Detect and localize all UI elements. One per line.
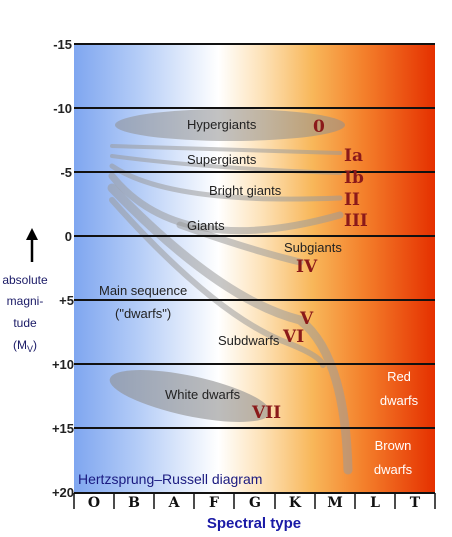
subdwarfs-band: [109, 197, 326, 368]
spectral-class-label: F: [209, 495, 219, 511]
spectral-class-label: O: [88, 495, 100, 511]
white-dwarfs-label: White dwarfs: [165, 387, 241, 402]
magnitude-grid: [74, 43, 435, 429]
region-labels: Hypergiants Supergiants Bright giants Gi…: [99, 117, 419, 477]
supergiants-band-ia: [110, 144, 342, 155]
main-sequence-label: Main sequence: [99, 283, 187, 298]
luminosity-class-ia: Ia: [344, 146, 363, 166]
luminosity-class-iv: IV: [296, 257, 318, 277]
giants-label: Giants: [187, 218, 225, 233]
luminosity-class-vi: VI: [282, 327, 304, 347]
sequence-bands: [107, 109, 353, 475]
x-axis-title: Spectral type: [207, 515, 301, 532]
spectral-ticks: [73, 493, 436, 509]
supergiants-label: Supergiants: [187, 152, 257, 167]
luminosity-class-vii: VII: [251, 403, 281, 423]
y-tick-label: -5: [60, 165, 72, 180]
y-tick-label: +5: [59, 293, 74, 308]
spectral-class-label: L: [370, 495, 380, 511]
spectral-axis: O B A F G K M L T Spectral type: [73, 492, 436, 532]
hypergiants-label: Hypergiants: [187, 117, 257, 132]
y-tick-label: -10: [53, 101, 72, 116]
y-axis-title-line1: absolute: [2, 273, 48, 287]
spectral-class-label: B: [128, 495, 140, 511]
luminosity-class-0: 0: [313, 117, 325, 137]
spectral-class-labels: O B A F G K M L T: [88, 495, 421, 511]
spectral-class-label: M: [327, 495, 343, 511]
hypergiants-band: [115, 109, 345, 141]
y-tick-label: -15: [53, 37, 72, 52]
y-tick-labels: -15 -10 -5 0 +5 +10 +15 +20: [52, 37, 74, 500]
spectral-class-label: G: [249, 495, 261, 511]
y-axis-title-line2: magni-: [7, 294, 44, 308]
white-dwarfs-band: [109, 370, 271, 422]
bright-giants-band: [109, 163, 343, 202]
up-arrowhead-icon: [26, 228, 38, 240]
subgiants-band: [176, 221, 304, 266]
red-dwarfs-label: Red: [387, 369, 411, 384]
main-sequence-dwarfs-label: ("dwarfs"): [115, 306, 171, 321]
y-axis-symbol: (MV): [13, 338, 37, 354]
spectral-class-label: K: [289, 495, 302, 511]
y-tick-label: 0: [65, 229, 72, 244]
diagram-caption: Hertzsprung–Russell diagram: [78, 471, 262, 487]
luminosity-classes: 0 Ia Ib II III IV V VI VII: [251, 117, 368, 423]
subdwarfs-label: Subdwarfs: [218, 333, 280, 348]
spectral-class-label: A: [168, 495, 181, 511]
y-tick-label: +10: [52, 357, 74, 372]
brown-dwarfs-label: Brown: [375, 438, 412, 453]
bright-giants-label: Bright giants: [209, 183, 282, 198]
y-tick-label: +15: [52, 421, 74, 436]
luminosity-class-ii: II: [344, 190, 360, 210]
giants-band: [108, 172, 344, 235]
spectral-class-label: T: [410, 495, 421, 511]
subgiants-label: Subgiants: [284, 240, 342, 255]
y-axis-title-line3: tude: [13, 316, 37, 330]
luminosity-class-ib: Ib: [344, 168, 364, 188]
y-axis-title: absolute magni- tude (MV): [2, 228, 48, 354]
y-tick-label: +20: [52, 485, 74, 500]
luminosity-class-iii: III: [344, 211, 368, 231]
red-dwarfs-label-2: dwarfs: [380, 393, 419, 408]
luminosity-class-v: V: [299, 309, 314, 329]
brown-dwarfs-label-2: dwarfs: [374, 462, 413, 477]
main-sequence-band: [107, 183, 353, 475]
